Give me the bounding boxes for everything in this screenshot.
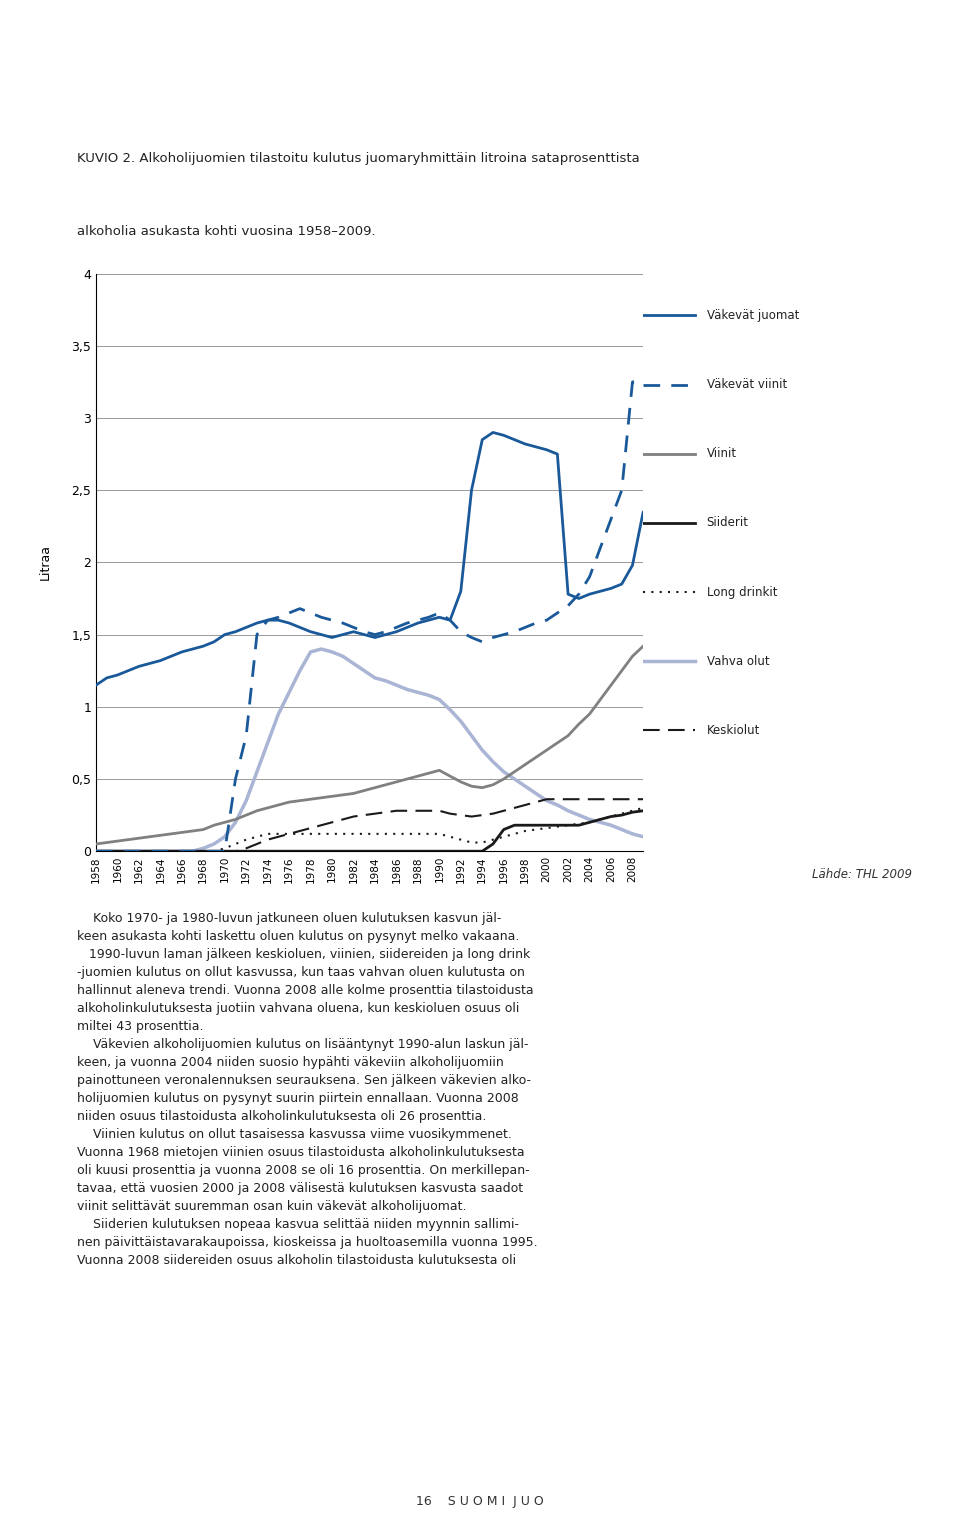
Text: Viinit: Viinit	[707, 447, 736, 461]
Text: Siiderit: Siiderit	[707, 517, 749, 529]
Text: 16    S U O M I  J U O: 16 S U O M I J U O	[416, 1494, 544, 1508]
Text: Väkevät juomat: Väkevät juomat	[707, 309, 799, 322]
Text: Väkevät viinit: Väkevät viinit	[707, 378, 787, 391]
Text: KUVIO 2. Alkoholijuomien tilastoitu kulutus juomaryhmittäin litroina sataprosent: KUVIO 2. Alkoholijuomien tilastoitu kulu…	[77, 152, 639, 166]
Text: Koko 1970- ja 1980-luvun jatkuneen oluen kulutuksen kasvun jäl-
keen asukasta ko: Koko 1970- ja 1980-luvun jatkuneen oluen…	[77, 912, 538, 1268]
Text: alkoholia asukasta kohti vuosina 1958–2009.: alkoholia asukasta kohti vuosina 1958–20…	[77, 225, 375, 239]
Text: Keskiolut: Keskiolut	[707, 724, 760, 737]
Text: Vahva olut: Vahva olut	[707, 655, 769, 667]
Text: Lähde: THL 2009: Lähde: THL 2009	[812, 868, 912, 880]
Y-axis label: Litraa: Litraa	[39, 544, 52, 581]
Text: Long drinkit: Long drinkit	[707, 585, 777, 599]
Text: I LÄHTÖKOHDAT: I LÄHTÖKOHDAT	[154, 46, 318, 64]
